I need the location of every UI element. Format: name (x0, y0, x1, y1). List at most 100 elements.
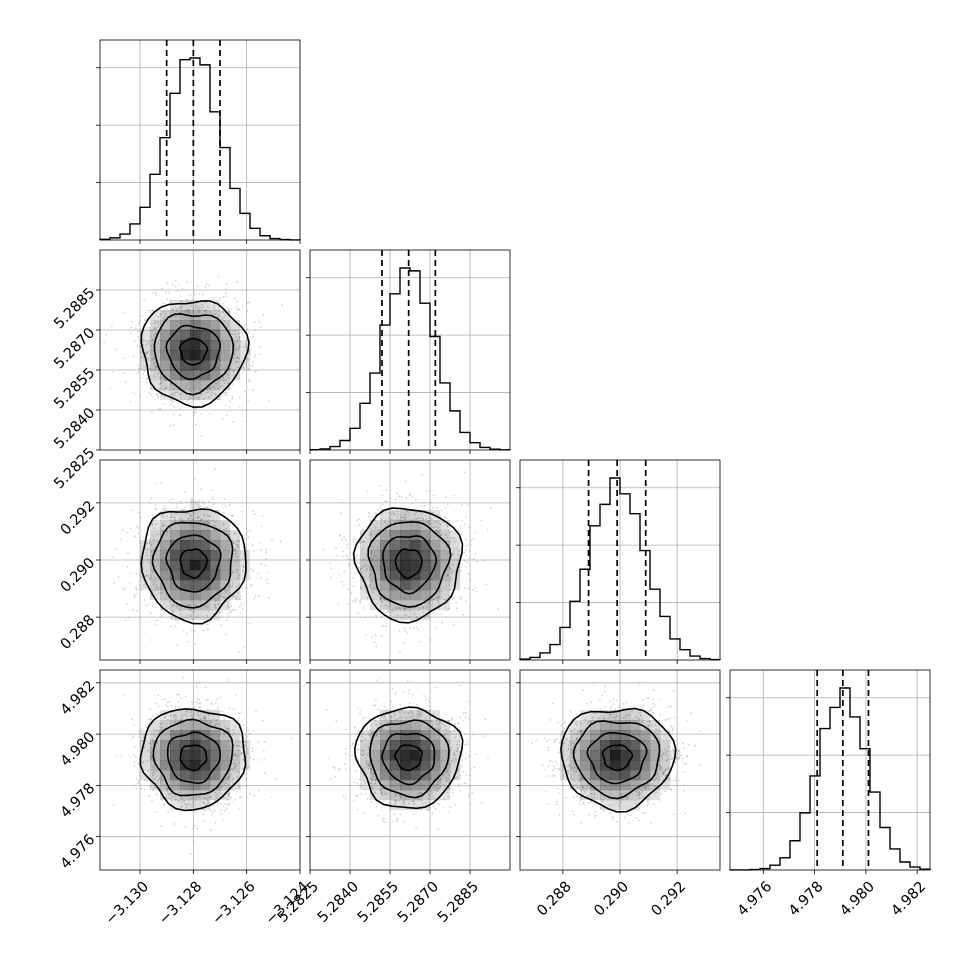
density-cell (190, 510, 201, 521)
scatter-point (455, 607, 458, 610)
scatter-point (369, 736, 372, 739)
scatter-point (581, 786, 584, 789)
scatter-point (153, 735, 156, 737)
scatter-point (161, 722, 164, 725)
scatter-point (355, 519, 358, 522)
scatter-point (407, 712, 410, 715)
scatter-point (211, 495, 214, 498)
density-cell (210, 780, 221, 791)
scatter-point (233, 356, 235, 359)
scatter-point (163, 716, 166, 719)
scatter-point (181, 518, 183, 520)
scatter-point (463, 587, 466, 589)
scatter-point (429, 705, 431, 708)
density-cell (390, 560, 401, 571)
density-cell (420, 550, 431, 561)
scatter-point (206, 797, 209, 800)
scatter-point (252, 550, 255, 552)
scatter-point (451, 572, 454, 575)
scatter-point (204, 301, 207, 304)
scatter-point (626, 796, 629, 799)
scatter-point (171, 308, 174, 310)
scatter-point (171, 795, 174, 798)
scatter-point (375, 805, 378, 808)
scatter-point (236, 357, 239, 360)
density-cell (180, 560, 191, 571)
density-cell (160, 770, 171, 781)
scatter-point (467, 573, 470, 575)
scatter-point (374, 634, 377, 637)
scatter-point (424, 505, 426, 507)
density-cell (580, 790, 591, 801)
scatter-point (166, 788, 169, 791)
scatter-point (637, 717, 639, 720)
density-cell (440, 740, 451, 751)
scatter-point (410, 709, 413, 712)
scatter-point (457, 722, 460, 725)
scatter-point (211, 489, 214, 492)
scatter-point (578, 786, 581, 789)
scatter-point (431, 725, 434, 727)
scatter-point (196, 517, 199, 519)
scatter-points (113, 676, 293, 855)
scatter-point (167, 810, 169, 813)
scatter-point (638, 797, 641, 800)
scatter-point (214, 607, 217, 609)
density-cell (410, 730, 421, 741)
density-cell (370, 790, 381, 801)
scatter-point (428, 720, 431, 722)
scatter-point (172, 309, 175, 312)
scatter-point (567, 770, 570, 772)
density-cell (200, 750, 211, 761)
density-cell (200, 710, 211, 721)
scatter-point (228, 707, 231, 710)
scatter-point (474, 553, 477, 555)
scatter-point (581, 785, 584, 788)
scatter-point (432, 507, 435, 509)
scatter-point (458, 744, 461, 747)
scatter-point (186, 309, 189, 311)
scatter-point (148, 391, 151, 394)
density-cell (380, 730, 391, 741)
scatter-point (246, 766, 248, 769)
scatter-point (391, 519, 393, 521)
scatter-point (141, 739, 144, 742)
density-cells (360, 510, 461, 621)
scatter-point (345, 539, 347, 542)
scatter-point (431, 518, 433, 520)
scatter-point (655, 777, 658, 780)
scatter-point (197, 398, 200, 400)
scatter-point (151, 758, 153, 760)
scatter-point (403, 798, 406, 801)
scatter-point (151, 715, 154, 718)
scatter-point (585, 788, 588, 790)
scatter-point (203, 797, 206, 800)
scatter-point (383, 793, 386, 796)
scatter-point (224, 589, 226, 591)
scatter-point (234, 349, 237, 352)
scatter-point (338, 534, 341, 536)
scatter-point (247, 352, 250, 355)
density-cell (220, 560, 231, 571)
density-cell (600, 730, 611, 741)
scatter-point (392, 511, 395, 513)
scatter-point (438, 720, 441, 723)
scatter-point (663, 772, 665, 775)
scatter-point (678, 749, 680, 752)
scatter-point (444, 533, 447, 535)
scatter-point (373, 704, 376, 707)
scatter-point (238, 574, 240, 577)
density-cell (170, 370, 181, 381)
scatter-point (466, 561, 469, 564)
scatter-point (367, 763, 369, 766)
scatter-point (166, 282, 169, 284)
scatter-point (264, 557, 267, 560)
scatter-point (252, 570, 254, 573)
scatter-point (444, 599, 447, 601)
scatter-point (420, 505, 423, 507)
scatter-point (216, 796, 219, 799)
scatter-point (678, 757, 681, 759)
scatter-point (640, 793, 642, 796)
scatter-point (632, 705, 635, 708)
scatter-point (437, 522, 440, 525)
